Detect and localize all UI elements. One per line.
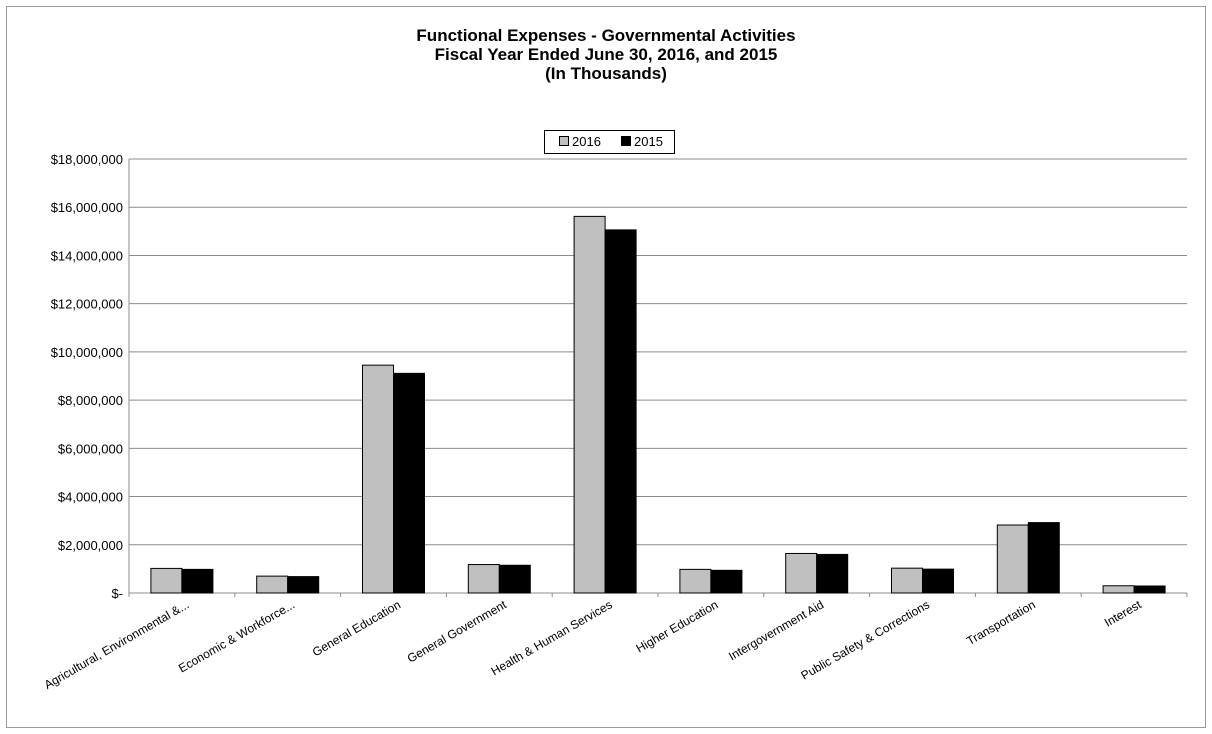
bar-2016-4 (573, 215, 606, 594)
bar-2016-9 (1102, 585, 1135, 594)
y-tick-label: $12,000,000 (51, 297, 123, 312)
bar-2015-8 (1027, 522, 1060, 594)
bar-2016-2 (362, 364, 394, 594)
bar-2016-6 (785, 552, 818, 594)
x-tick-label: Economic & Workforce... (176, 597, 297, 675)
legend-swatch-2015 (621, 136, 631, 146)
chart-title-line-3: (In Thousands) (545, 64, 667, 83)
bar-2016-7 (891, 567, 923, 594)
bar-2016-5 (679, 568, 712, 594)
bar-2015-1 (287, 576, 320, 594)
x-tick-label: General Government (405, 597, 510, 665)
bar-2016-1 (256, 575, 289, 594)
y-tick-label: $10,000,000 (51, 345, 123, 360)
legend-label-2015: 2015 (634, 134, 663, 149)
x-tick-label: Higher Education (634, 597, 721, 655)
y-tick-label: $16,000,000 (51, 200, 123, 215)
y-tick-label: $2,000,000 (58, 538, 123, 553)
chart-title-line-2: Fiscal Year Ended June 30, 2016, and 201… (434, 45, 778, 64)
bar-2015-0 (181, 568, 214, 594)
x-tick-label: General Education (310, 597, 403, 659)
bar-2015-4 (604, 229, 637, 594)
legend-label-2016: 2016 (572, 134, 601, 149)
legend-swatch-2016 (559, 136, 569, 146)
y-tick-label: $6,000,000 (58, 441, 123, 456)
x-tick-label: Interest (1102, 597, 1144, 629)
x-tick-label: Intergovernment Aid (726, 597, 826, 663)
y-tick-label: $- (111, 586, 123, 601)
y-tick-label: $4,000,000 (58, 490, 123, 505)
bar-2015-9 (1133, 585, 1166, 594)
y-tick-label: $18,000,000 (51, 152, 123, 167)
bar-2016-3 (467, 564, 500, 594)
bar-2015-7 (922, 568, 954, 594)
bar-2015-2 (393, 372, 425, 594)
chart-title-line-1: Functional Expenses - Governmental Activ… (416, 26, 796, 45)
x-tick-label: Agricultural, Environmental &... (42, 597, 192, 691)
y-tick-label: $14,000,000 (51, 248, 123, 263)
bar-2016-0 (150, 567, 183, 594)
bar-2015-6 (816, 553, 849, 594)
bar-2015-3 (498, 564, 531, 594)
y-tick-label: $8,000,000 (58, 393, 123, 408)
bar-2015-5 (710, 569, 743, 594)
x-tick-label: Transportation (964, 597, 1038, 648)
bar-2016-8 (996, 524, 1029, 594)
chart-legend: 2016 2015 (544, 130, 675, 154)
